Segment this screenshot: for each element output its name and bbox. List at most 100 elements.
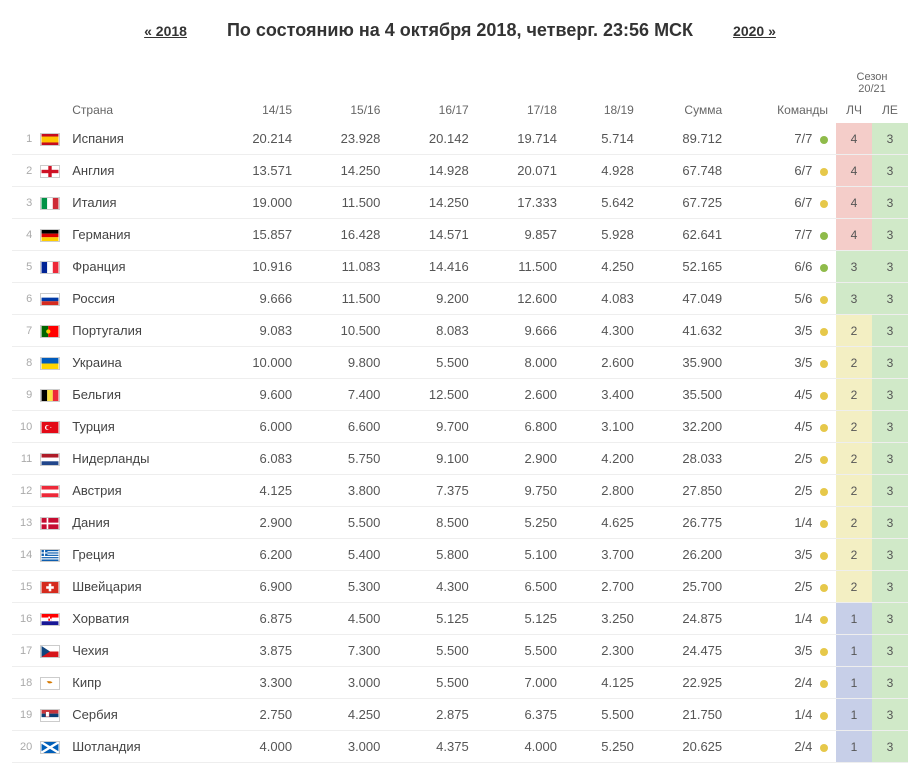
- value-cell: 4.125: [212, 475, 300, 507]
- value-cell: 6.600: [300, 411, 388, 443]
- table-row: 15Швейцария6.9005.3004.3006.5002.70025.7…: [12, 571, 908, 603]
- table-row: 20Шотландия4.0003.0004.3754.0005.25020.6…: [12, 731, 908, 763]
- table-row: 13Дания2.9005.5008.5005.2504.62526.7751/…: [12, 507, 908, 539]
- value-cell: 14.250: [388, 187, 476, 219]
- status-dot: [820, 136, 828, 144]
- value-cell: 20.071: [477, 155, 565, 187]
- lch-cell: 2: [836, 571, 872, 603]
- lch-cell: 2: [836, 475, 872, 507]
- rank-cell: 15: [12, 571, 36, 603]
- value-cell: 2.800: [565, 475, 642, 507]
- country-cell: Украина: [64, 347, 212, 379]
- le-cell: 3: [872, 571, 908, 603]
- flag-cell: [36, 379, 64, 411]
- value-cell: 5.250: [565, 731, 642, 763]
- value-cell: 6.500: [477, 571, 565, 603]
- flag-cell: [36, 699, 64, 731]
- table-row: 6Россия9.66611.5009.20012.6004.08347.049…: [12, 283, 908, 315]
- country-cell: Германия: [64, 219, 212, 251]
- value-cell: 4.625: [565, 507, 642, 539]
- prev-year-link[interactable]: « 2018: [144, 23, 187, 39]
- table-row: 7Португалия9.08310.5008.0839.6664.30041.…: [12, 315, 908, 347]
- season-header: Сезон 20/21: [836, 65, 908, 97]
- table-row: 9Бельгия9.6007.40012.5002.6003.40035.500…: [12, 379, 908, 411]
- value-cell: 10.000: [212, 347, 300, 379]
- country-cell: Чехия: [64, 635, 212, 667]
- value-cell: 2.900: [477, 443, 565, 475]
- lch-cell: 3: [836, 251, 872, 283]
- table-row: 3Италия19.00011.50014.25017.3335.64267.7…: [12, 187, 908, 219]
- country-cell: Нидерланды: [64, 443, 212, 475]
- status-dot: [820, 552, 828, 560]
- col-teams: Команды: [730, 97, 836, 123]
- flag-cell: [36, 251, 64, 283]
- teams-cell: 6/6: [730, 251, 836, 283]
- value-cell: 6.875: [212, 603, 300, 635]
- value-cell: 9.800: [300, 347, 388, 379]
- teams-cell: 6/7: [730, 155, 836, 187]
- col-le: ЛЕ: [872, 97, 908, 123]
- value-cell: 9.083: [212, 315, 300, 347]
- value-cell: 3.800: [300, 475, 388, 507]
- teams-cell: 7/7: [730, 219, 836, 251]
- value-cell: 13.571: [212, 155, 300, 187]
- country-cell: Греция: [64, 539, 212, 571]
- value-cell: 11.500: [300, 283, 388, 315]
- value-cell: 4.928: [565, 155, 642, 187]
- rank-cell: 6: [12, 283, 36, 315]
- flag-cell: [36, 315, 64, 347]
- country-cell: Бельгия: [64, 379, 212, 411]
- rank-cell: 18: [12, 667, 36, 699]
- rank-cell: 4: [12, 219, 36, 251]
- value-cell: 5.300: [300, 571, 388, 603]
- col-1415: 14/15: [212, 97, 300, 123]
- value-cell: 6.000: [212, 411, 300, 443]
- country-cell: Испания: [64, 123, 212, 155]
- sum-cell: 52.165: [642, 251, 730, 283]
- value-cell: 2.700: [565, 571, 642, 603]
- value-cell: 14.250: [300, 155, 388, 187]
- rank-cell: 8: [12, 347, 36, 379]
- le-cell: 3: [872, 379, 908, 411]
- table-row: 10Турция6.0006.6009.7006.8003.10032.2004…: [12, 411, 908, 443]
- country-cell: Россия: [64, 283, 212, 315]
- teams-cell: 5/6: [730, 283, 836, 315]
- le-cell: 3: [872, 411, 908, 443]
- value-cell: 4.300: [388, 571, 476, 603]
- status-dot: [820, 328, 828, 336]
- value-cell: 19.000: [212, 187, 300, 219]
- value-cell: 14.571: [388, 219, 476, 251]
- table-row: 12Австрия4.1253.8007.3759.7502.80027.850…: [12, 475, 908, 507]
- sum-cell: 28.033: [642, 443, 730, 475]
- value-cell: 15.857: [212, 219, 300, 251]
- flag-cell: [36, 443, 64, 475]
- country-cell: Турция: [64, 411, 212, 443]
- flag-cell: [36, 187, 64, 219]
- value-cell: 20.142: [388, 123, 476, 155]
- value-cell: 5.100: [477, 539, 565, 571]
- value-cell: 5.928: [565, 219, 642, 251]
- le-cell: 3: [872, 219, 908, 251]
- value-cell: 5.500: [388, 347, 476, 379]
- value-cell: 9.750: [477, 475, 565, 507]
- le-cell: 3: [872, 635, 908, 667]
- value-cell: 3.300: [212, 667, 300, 699]
- value-cell: 3.250: [565, 603, 642, 635]
- next-year-link[interactable]: 2020 »: [733, 23, 776, 39]
- sum-cell: 32.200: [642, 411, 730, 443]
- value-cell: 4.000: [477, 731, 565, 763]
- rank-cell: 10: [12, 411, 36, 443]
- sum-cell: 67.748: [642, 155, 730, 187]
- le-cell: 3: [872, 443, 908, 475]
- le-cell: 3: [872, 699, 908, 731]
- rank-cell: 9: [12, 379, 36, 411]
- col-lch: ЛЧ: [836, 97, 872, 123]
- rank-cell: 17: [12, 635, 36, 667]
- sum-cell: 35.500: [642, 379, 730, 411]
- value-cell: 4.375: [388, 731, 476, 763]
- table-row: 8Украина10.0009.8005.5008.0002.60035.900…: [12, 347, 908, 379]
- sum-cell: 27.850: [642, 475, 730, 507]
- rank-cell: 12: [12, 475, 36, 507]
- value-cell: 2.600: [477, 379, 565, 411]
- value-cell: 5.714: [565, 123, 642, 155]
